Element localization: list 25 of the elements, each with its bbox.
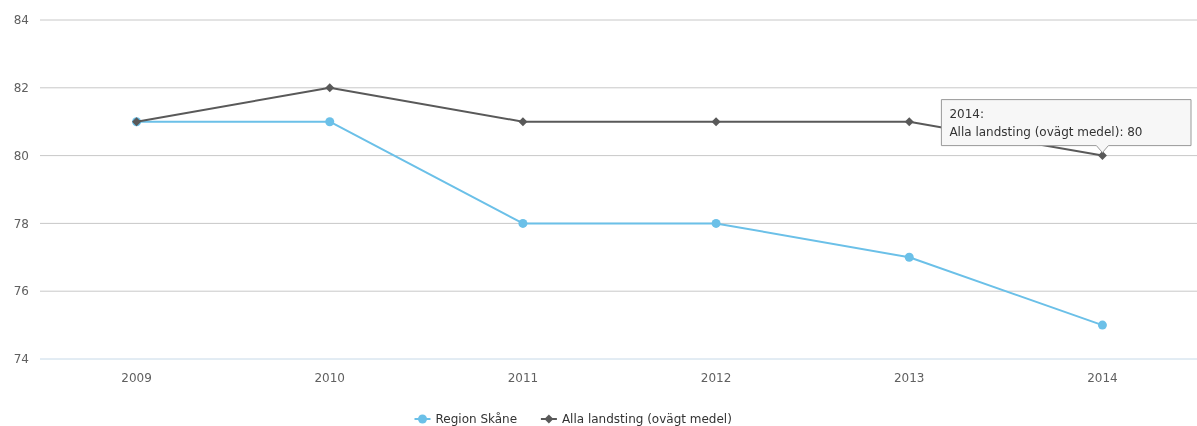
point [325,117,335,127]
x-tick-label: 2013 [893,371,925,385]
y-tick-label: 84 [13,13,29,28]
x-tick-label: 2014 [1087,371,1118,385]
y-tick-label: 80 [13,148,29,163]
annotation: 2014: Alla landsting (ovägt medel): 80 [949,106,1143,139]
x-tick-label: 2010 [314,371,346,385]
point [711,117,721,127]
y-tick-label: 82 [13,81,29,95]
x-tick-label: 2012 [700,371,732,385]
point [711,218,721,228]
y-tick-label: 76 [13,284,29,299]
legend-label: Region Skåne [435,412,518,426]
point [518,218,528,228]
point [1097,151,1107,161]
point [1097,320,1107,330]
x-tick-label: 2009 [121,371,152,385]
point [904,117,914,127]
y-tick-label: 74 [13,352,29,367]
x-tick-label: 2011 [507,371,539,385]
legend-label: Alla landsting (ovägt medel) [561,412,732,426]
point [325,83,335,93]
point [904,252,914,262]
y-tick-label: 78 [13,216,29,231]
point [518,117,528,127]
